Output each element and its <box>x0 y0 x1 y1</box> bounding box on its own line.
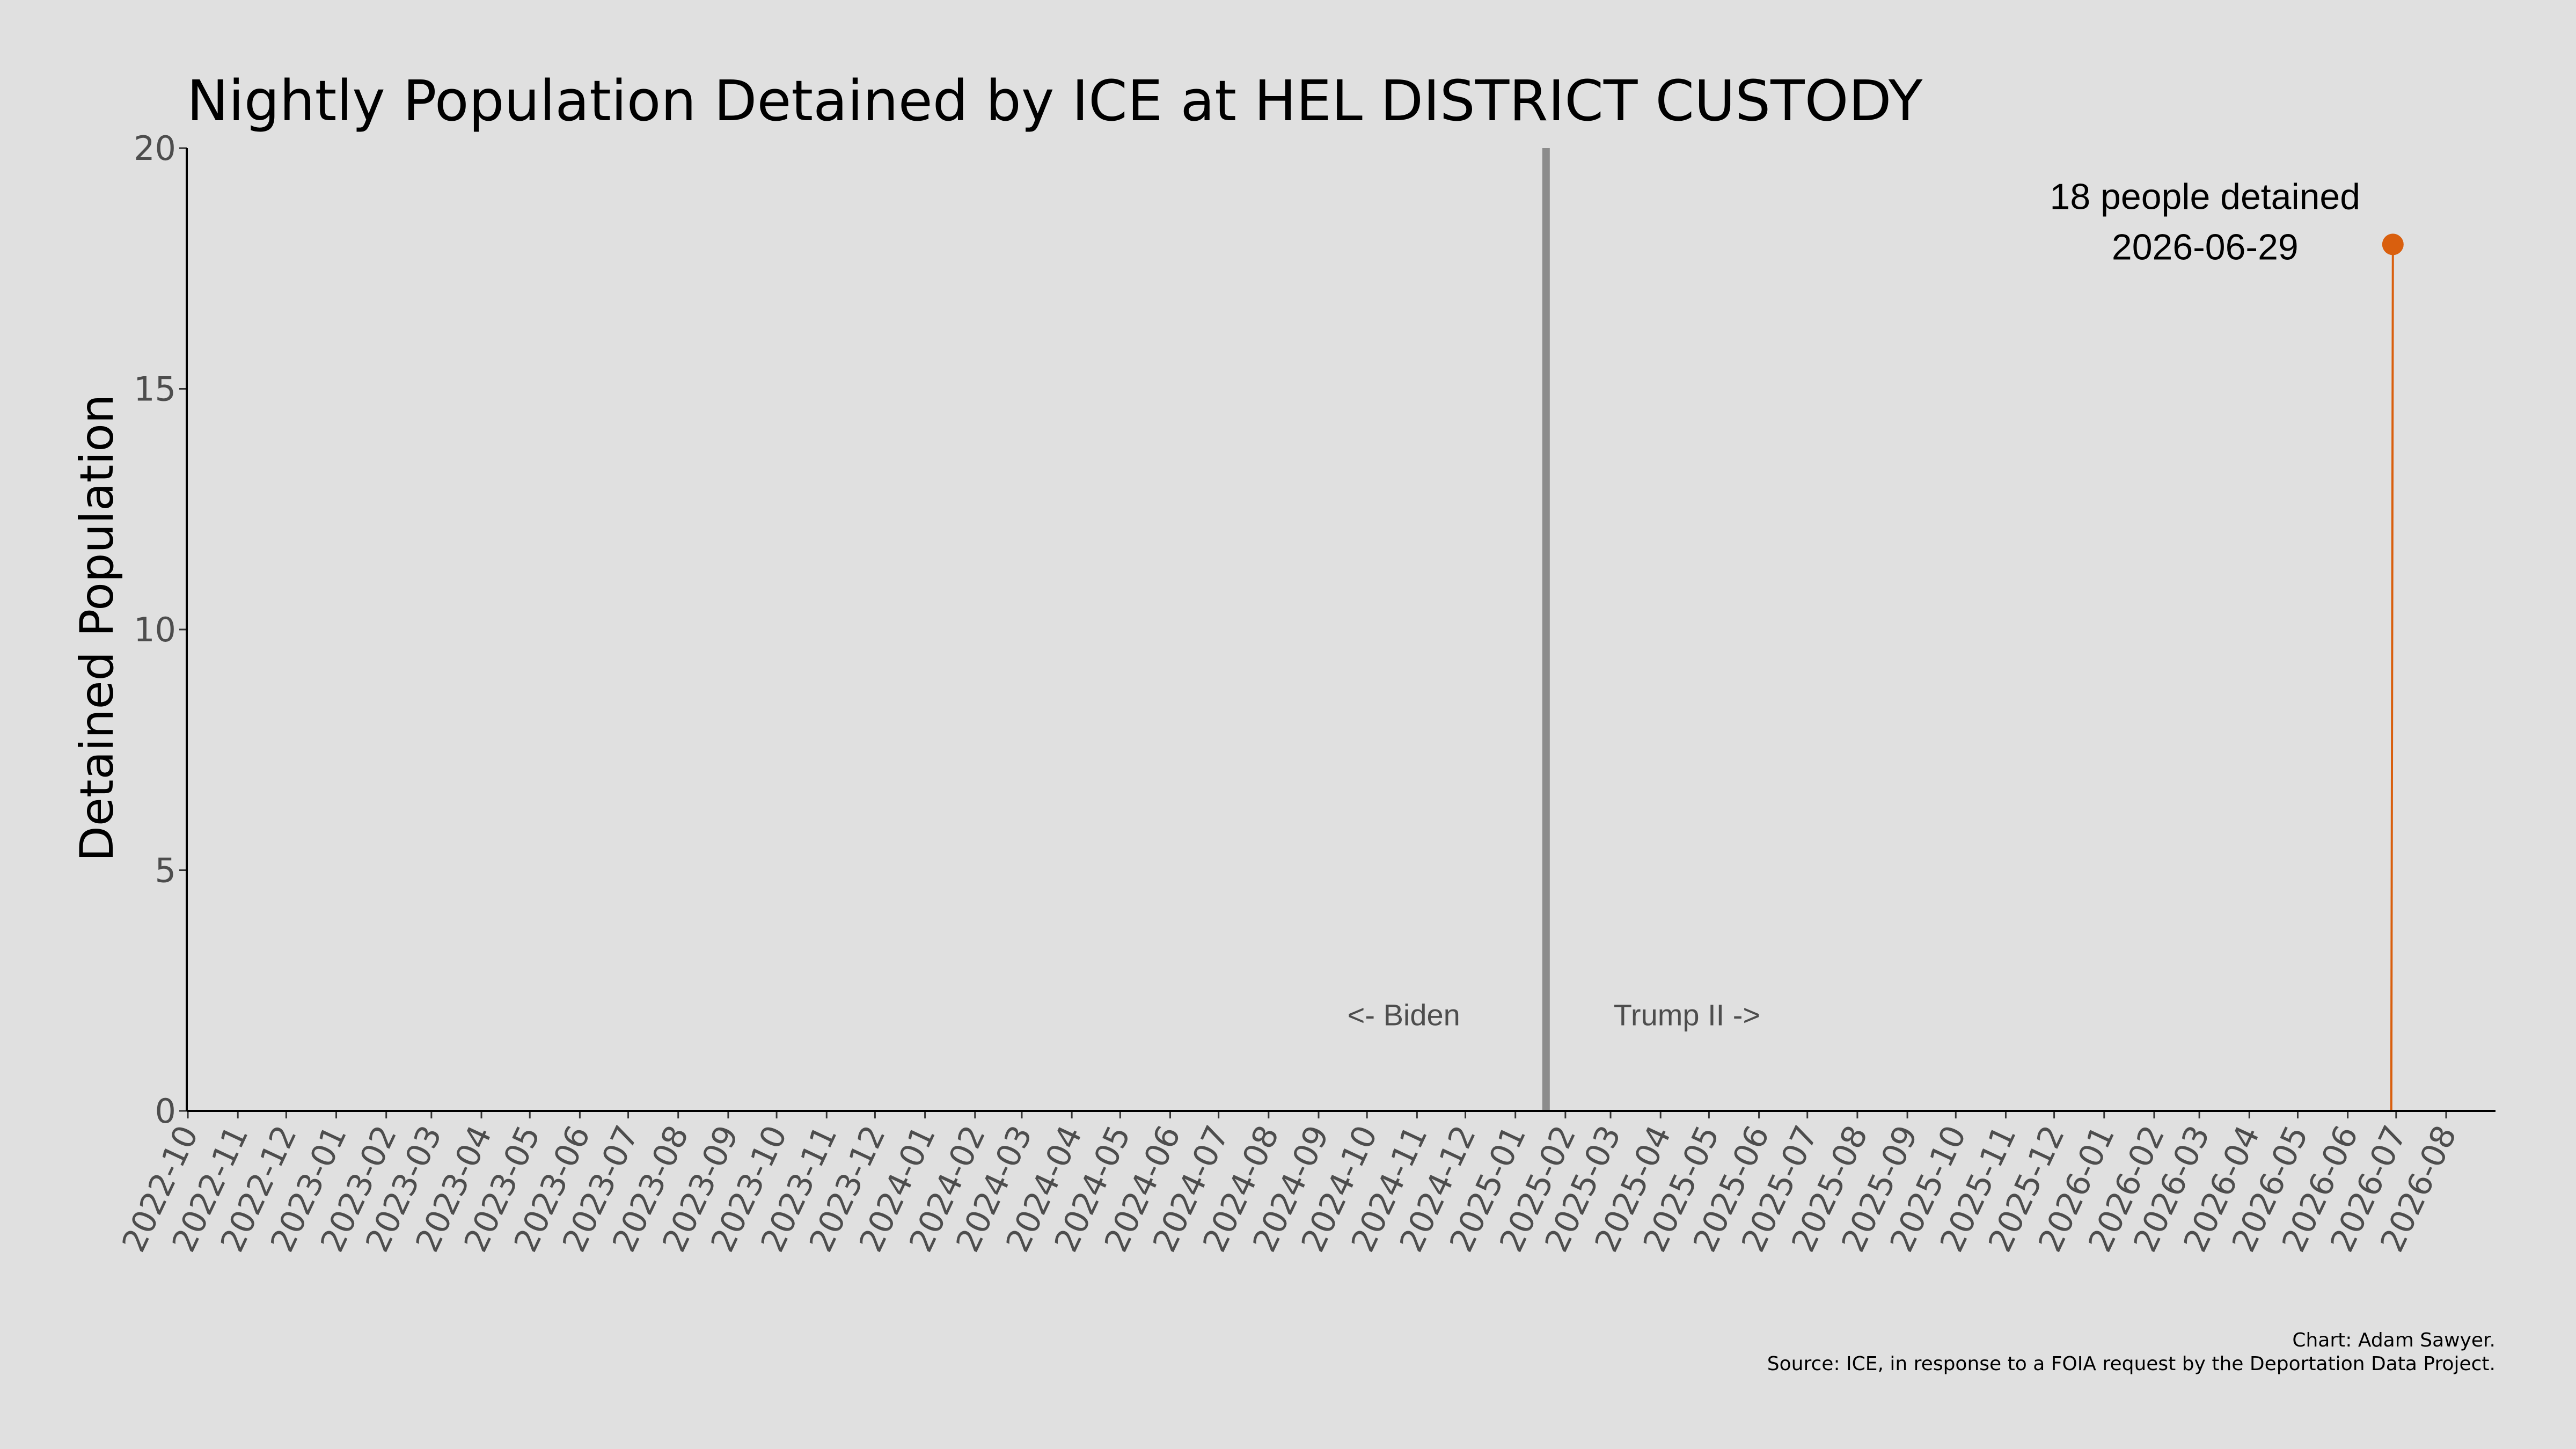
y-tick-label: 5 <box>155 851 176 890</box>
trump-era-label: Trump II -> <box>1614 998 1760 1032</box>
latest-value-point <box>2382 233 2404 255</box>
chart-title: Nightly Population Detained by ICE at HE… <box>187 68 1923 134</box>
y-tick-label: 0 <box>155 1092 176 1131</box>
biden-era-label: <- Biden <box>1348 998 1460 1032</box>
series-line <box>2390 244 2394 1111</box>
y-axis-ticks: 0 5 10 15 20 <box>134 129 187 1131</box>
series-layer <box>2382 233 2404 1111</box>
x-axis-ticks: 2022-102022-112022-122023-012023-022023-… <box>115 1111 2464 1258</box>
caption-credit: Chart: Adam Sawyer. <box>2292 1329 2496 1351</box>
y-axis-label: Detained Population <box>70 394 124 862</box>
y-tick-label: 20 <box>134 129 176 168</box>
y-tick-label: 15 <box>134 370 176 409</box>
caption-source: Source: ICE, in response to a FOIA reque… <box>1767 1353 2496 1375</box>
annotation-date: 2026-06-29 <box>2112 226 2299 267</box>
y-tick-label: 10 <box>134 610 176 649</box>
annotation-count: 18 people detained <box>2050 176 2361 217</box>
